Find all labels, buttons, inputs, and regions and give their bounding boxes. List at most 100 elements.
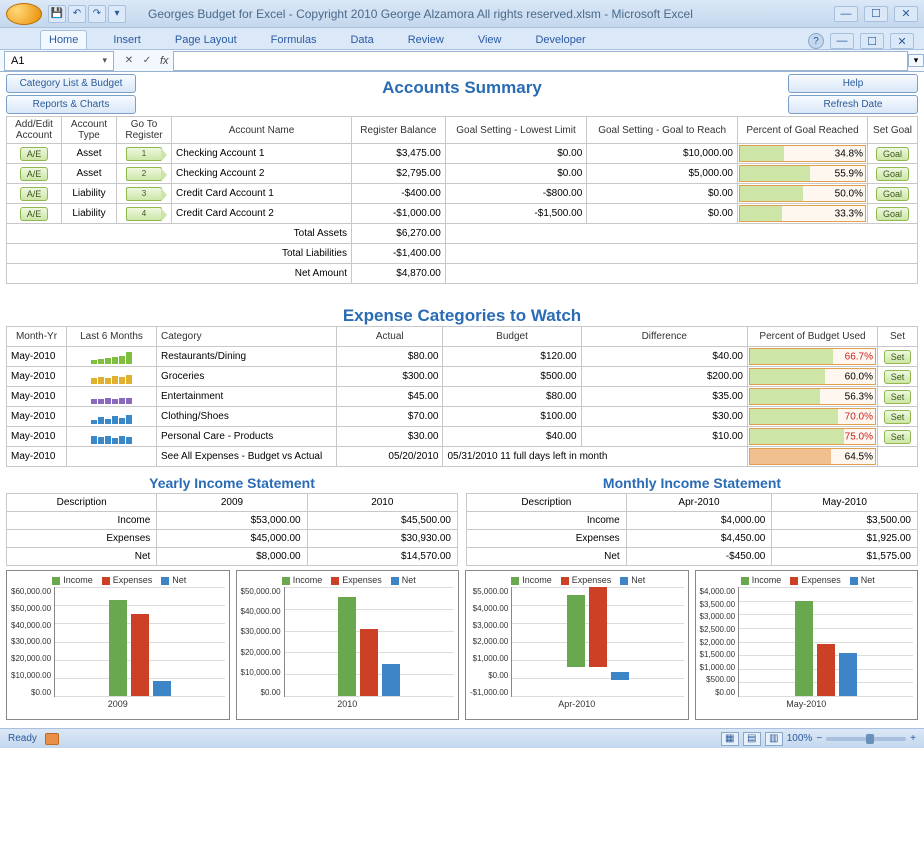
set-goal-button[interactable]: Goal: [876, 207, 909, 221]
total-value: $6,270.00: [352, 224, 446, 244]
stmt-value: $53,000.00: [157, 512, 307, 530]
zoom-in-button[interactable]: +: [910, 733, 916, 744]
doc-restore-button[interactable]: ☐: [860, 33, 884, 49]
expense-categories-title: Expense Categories to Watch: [6, 302, 918, 326]
dropdown-icon[interactable]: ▾: [102, 55, 107, 66]
add-edit-button[interactable]: A/E: [20, 207, 49, 221]
set-goal-button[interactable]: Goal: [876, 147, 909, 161]
account-type: Asset: [62, 144, 117, 164]
close-button[interactable]: ✕: [894, 6, 918, 22]
register-balance: $2,795.00: [352, 164, 446, 184]
set-goal-button[interactable]: Goal: [876, 167, 909, 181]
enter-formula-icon[interactable]: ✓: [138, 55, 156, 66]
percent-budget-cell: 70.0%: [748, 407, 878, 427]
cancel-formula-icon[interactable]: ✕: [120, 55, 138, 66]
expense-header: Percent of Budget Used: [748, 327, 878, 347]
see-all-expenses-link[interactable]: See All Expenses - Budget vs Actual: [157, 447, 337, 467]
fx-label[interactable]: fx: [160, 55, 169, 67]
doc-minimize-button[interactable]: —: [830, 33, 854, 49]
qat-undo-icon[interactable]: ↶: [68, 5, 86, 23]
set-button[interactable]: Set: [884, 350, 912, 364]
set-button[interactable]: Set: [884, 410, 912, 424]
go-to-register-button[interactable]: 2: [126, 167, 162, 181]
monthly-statement-title: Monthly Income Statement: [466, 475, 918, 491]
name-box[interactable]: A1 ▾: [4, 51, 114, 71]
refresh-date-button[interactable]: Refresh Date: [788, 95, 918, 114]
titlebar: 💾 ↶ ↷ ▾ Georges Budget for Excel - Copyr…: [0, 0, 924, 28]
stmt-label: Expenses: [467, 530, 627, 548]
ribbon-tab-review[interactable]: Review: [400, 31, 452, 49]
ribbon-tab-developer[interactable]: Developer: [527, 31, 593, 49]
go-to-register-button[interactable]: 1: [126, 147, 162, 161]
expense-row: May-2010Restaurants/Dining$80.00$120.00$…: [7, 347, 918, 367]
ribbon-tab-view[interactable]: View: [470, 31, 510, 49]
percent-budget-cell: 60.0%: [748, 367, 878, 387]
monthly-statement-table: DescriptionApr-2010May-2010Income$4,000.…: [466, 493, 918, 566]
zoom-out-button[interactable]: −: [816, 733, 822, 744]
stmt-label: Net: [467, 548, 627, 566]
expense-budget: $40.00: [443, 427, 581, 447]
stmt-value: $4,000.00: [626, 512, 772, 530]
ribbon-tab-data[interactable]: Data: [342, 31, 381, 49]
ribbon-tab-insert[interactable]: Insert: [105, 31, 149, 49]
account-row: A/E Liability 3 Credit Card Account 1-$400.…: [7, 184, 918, 204]
reports-charts-button[interactable]: Reports & Charts: [6, 95, 136, 114]
chart-xlabel: 2010: [241, 699, 455, 709]
account-name: Credit Card Account 1: [172, 184, 352, 204]
add-edit-button[interactable]: A/E: [20, 147, 49, 161]
name-box-value: A1: [11, 55, 24, 67]
goal-to-reach: $10,000.00: [587, 144, 738, 164]
page-break-view-button[interactable]: ▥: [765, 732, 783, 746]
qat-save-icon[interactable]: 💾: [48, 5, 66, 23]
account-type: Liability: [62, 184, 117, 204]
add-edit-button[interactable]: A/E: [20, 167, 49, 181]
macro-record-icon[interactable]: [45, 733, 59, 745]
set-button[interactable]: Set: [884, 430, 912, 444]
help-icon[interactable]: ?: [808, 33, 824, 49]
stmt-value: $14,570.00: [307, 548, 457, 566]
stmt-value: $30,930.00: [307, 530, 457, 548]
account-name: Checking Account 1: [172, 144, 352, 164]
normal-view-button[interactable]: ▦: [721, 732, 739, 746]
ribbon-tab-home[interactable]: Home: [40, 30, 87, 49]
formula-input[interactable]: [173, 51, 908, 71]
set-button[interactable]: Set: [884, 390, 912, 404]
percent-budget-cell: 64.5%: [748, 447, 878, 467]
expense-difference: $35.00: [581, 387, 747, 407]
expense-difference: $30.00: [581, 407, 747, 427]
qat-dropdown-icon[interactable]: ▾: [108, 5, 126, 23]
go-to-register-button[interactable]: 3: [126, 187, 162, 201]
add-edit-button[interactable]: A/E: [20, 187, 49, 201]
qat-redo-icon[interactable]: ↷: [88, 5, 106, 23]
expense-budget: $500.00: [443, 367, 581, 387]
expense-category: Clothing/Shoes: [157, 407, 337, 427]
ribbon-tab-page-layout[interactable]: Page Layout: [167, 31, 245, 49]
maximize-button[interactable]: ☐: [864, 6, 888, 22]
page-layout-view-button[interactable]: ▤: [743, 732, 761, 746]
register-balance: -$400.00: [352, 184, 446, 204]
account-type: Liability: [62, 204, 117, 224]
set-button[interactable]: Set: [884, 370, 912, 384]
zoom-slider[interactable]: [826, 737, 906, 741]
stmt-header: May-2010: [772, 494, 918, 512]
expense-category: Groceries: [157, 367, 337, 387]
go-to-register-button[interactable]: 4: [126, 207, 162, 221]
minimize-button[interactable]: —: [834, 6, 858, 22]
expense-category: Restaurants/Dining: [157, 347, 337, 367]
set-goal-button[interactable]: Goal: [876, 187, 909, 201]
expense-header: Budget: [443, 327, 581, 347]
formula-expand-icon[interactable]: ▾: [908, 54, 924, 67]
accounts-header: Set Goal: [868, 117, 918, 144]
chart-xlabel: Apr-2010: [470, 699, 684, 709]
expense-row: May-2010Personal Care - Products$30.00$4…: [7, 427, 918, 447]
category-list-button[interactable]: Category List & Budget: [6, 74, 136, 93]
expense-category: Entertainment: [157, 387, 337, 407]
doc-close-button[interactable]: ✕: [890, 33, 914, 49]
help-button[interactable]: Help: [788, 74, 918, 93]
expense-actual: $45.00: [337, 387, 443, 407]
ribbon-tab-formulas[interactable]: Formulas: [263, 31, 325, 49]
accounts-header: Account Type: [62, 117, 117, 144]
office-button[interactable]: [6, 3, 42, 25]
expense-month: May-2010: [7, 427, 67, 447]
total-value: $4,870.00: [352, 264, 446, 284]
